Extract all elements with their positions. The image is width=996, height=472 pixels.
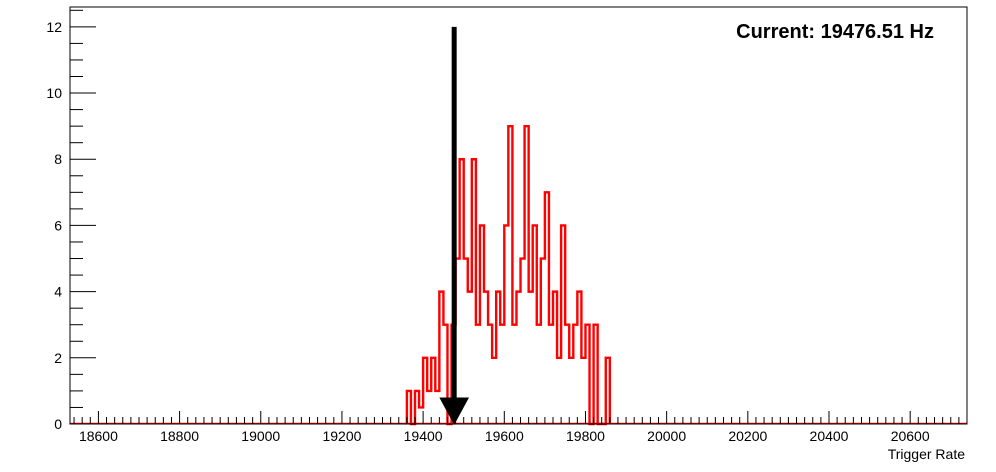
histogram-series-0 [405, 124, 612, 426]
x-tick-label: 19400 [404, 428, 443, 444]
arrow-head-icon [439, 397, 470, 426]
x-tick-label: 20000 [647, 428, 686, 444]
y-tick-label: 12 [46, 19, 62, 35]
x-tick-label: 19600 [485, 428, 524, 444]
y-tick-label: 8 [54, 151, 62, 167]
axes-layer: 0 2 4 6 8 10 12 18600 18800 19000 19200 19400 19600 1… [46, 6, 968, 444]
x-tick-label: 19200 [322, 428, 361, 444]
plot-frame [69, 6, 968, 425]
x-tick-label: 20200 [728, 428, 767, 444]
x-tick-label: 20600 [891, 428, 930, 444]
y-tick-label: 4 [54, 284, 62, 300]
y-tick-label: 0 [54, 416, 62, 432]
x-tick-label: 19000 [241, 428, 280, 444]
x-axis-title: Trigger Rate [888, 446, 966, 462]
x-tick-label: 20400 [810, 428, 849, 444]
current-rate-marker [439, 26, 470, 426]
y-tick-label: 2 [54, 350, 62, 366]
x-tick-label: 19800 [566, 428, 605, 444]
current-rate-label: Current: 19476.51 Hz [736, 21, 934, 43]
x-tick-label: 18800 [160, 428, 199, 444]
x-tick-label: 18600 [79, 428, 118, 444]
y-tick-label: 10 [46, 85, 62, 101]
y-tick-label: 6 [54, 217, 62, 233]
